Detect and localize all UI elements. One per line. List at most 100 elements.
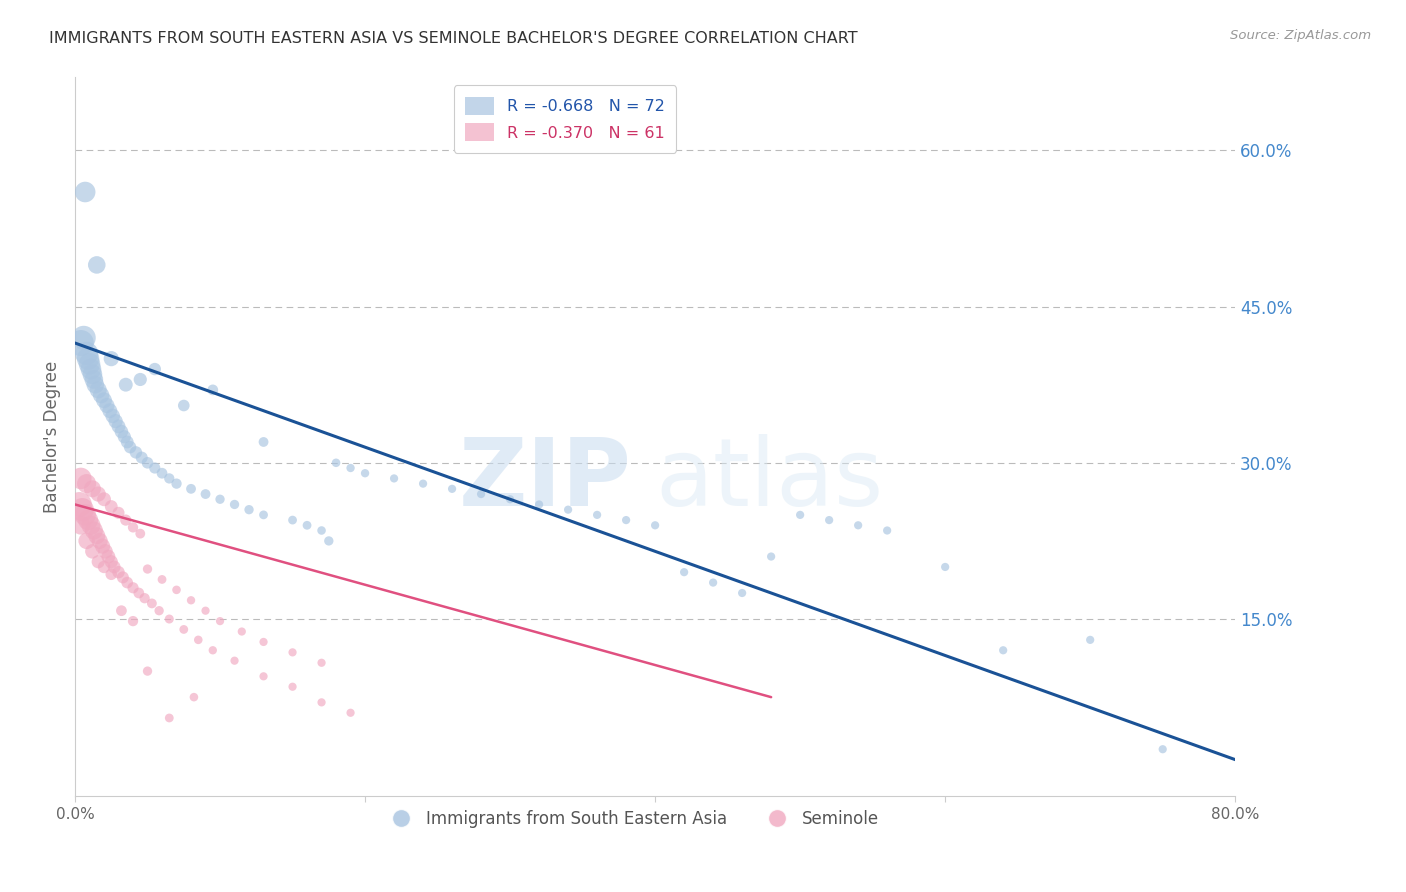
Point — [107, 565, 129, 579]
Point — [311, 524, 333, 538]
Point — [115, 434, 138, 449]
Point — [122, 614, 145, 628]
Point — [87, 487, 110, 501]
Point — [80, 362, 103, 376]
Point — [69, 471, 91, 485]
Point — [82, 544, 104, 558]
Point — [136, 664, 159, 678]
Point — [441, 482, 464, 496]
Legend: Immigrants from South Eastern Asia, Seminole: Immigrants from South Eastern Asia, Semi… — [378, 803, 886, 835]
Point — [173, 623, 195, 637]
Point — [382, 471, 405, 485]
Point — [136, 456, 159, 470]
Point — [120, 440, 142, 454]
Point — [112, 430, 135, 444]
Point — [295, 518, 318, 533]
Point — [122, 581, 145, 595]
Point — [224, 498, 246, 512]
Point — [166, 476, 188, 491]
Point — [339, 706, 361, 720]
Text: ZIP: ZIP — [458, 434, 631, 526]
Point — [499, 492, 522, 507]
Point — [180, 593, 202, 607]
Point — [187, 632, 209, 647]
Point — [79, 357, 101, 371]
Point — [101, 409, 124, 423]
Point — [98, 403, 121, 417]
Point — [104, 414, 127, 428]
Point — [166, 582, 188, 597]
Point — [110, 604, 132, 618]
Point — [73, 331, 96, 345]
Point — [339, 461, 361, 475]
Point — [527, 498, 550, 512]
Point — [111, 570, 134, 584]
Point — [93, 560, 115, 574]
Point — [96, 399, 118, 413]
Point — [129, 526, 152, 541]
Point — [224, 654, 246, 668]
Point — [100, 500, 122, 514]
Point — [150, 573, 173, 587]
Point — [1078, 632, 1101, 647]
Point — [148, 604, 170, 618]
Point — [87, 555, 110, 569]
Point — [991, 643, 1014, 657]
Point — [934, 560, 956, 574]
Point — [77, 513, 100, 527]
Point — [77, 351, 100, 366]
Point — [114, 377, 136, 392]
Point — [1152, 742, 1174, 756]
Point — [157, 711, 180, 725]
Point — [86, 529, 108, 543]
Point — [252, 508, 274, 522]
Point — [557, 502, 579, 516]
Point — [110, 425, 132, 439]
Point — [731, 586, 754, 600]
Point — [281, 513, 304, 527]
Point — [141, 596, 163, 610]
Point — [100, 351, 122, 366]
Point — [89, 533, 111, 548]
Text: IMMIGRANTS FROM SOUTH EASTERN ASIA VS SEMINOLE BACHELOR'S DEGREE CORRELATION CHA: IMMIGRANTS FROM SOUTH EASTERN ASIA VS SE… — [49, 31, 858, 46]
Point — [90, 388, 112, 402]
Point — [183, 690, 205, 705]
Point — [157, 612, 180, 626]
Point — [470, 487, 492, 501]
Point — [644, 518, 666, 533]
Point — [354, 467, 377, 481]
Point — [80, 518, 103, 533]
Point — [76, 533, 98, 548]
Point — [122, 520, 145, 534]
Point — [83, 524, 105, 538]
Point — [128, 586, 150, 600]
Point — [238, 502, 260, 516]
Point — [194, 604, 217, 618]
Point — [208, 492, 231, 507]
Point — [412, 476, 434, 491]
Point — [93, 492, 115, 507]
Point — [673, 565, 696, 579]
Point — [586, 508, 609, 522]
Point — [180, 482, 202, 496]
Point — [107, 506, 129, 520]
Point — [91, 539, 114, 553]
Point — [131, 450, 153, 465]
Point — [107, 419, 129, 434]
Point — [759, 549, 782, 564]
Point — [75, 185, 97, 199]
Point — [136, 562, 159, 576]
Point — [84, 377, 107, 392]
Point — [82, 482, 104, 496]
Point — [325, 456, 347, 470]
Point — [72, 502, 94, 516]
Point — [702, 575, 724, 590]
Point — [201, 383, 224, 397]
Point — [311, 695, 333, 709]
Point — [97, 549, 120, 564]
Point — [129, 372, 152, 386]
Point — [76, 476, 98, 491]
Point — [789, 508, 811, 522]
Point — [83, 372, 105, 386]
Point — [86, 258, 108, 272]
